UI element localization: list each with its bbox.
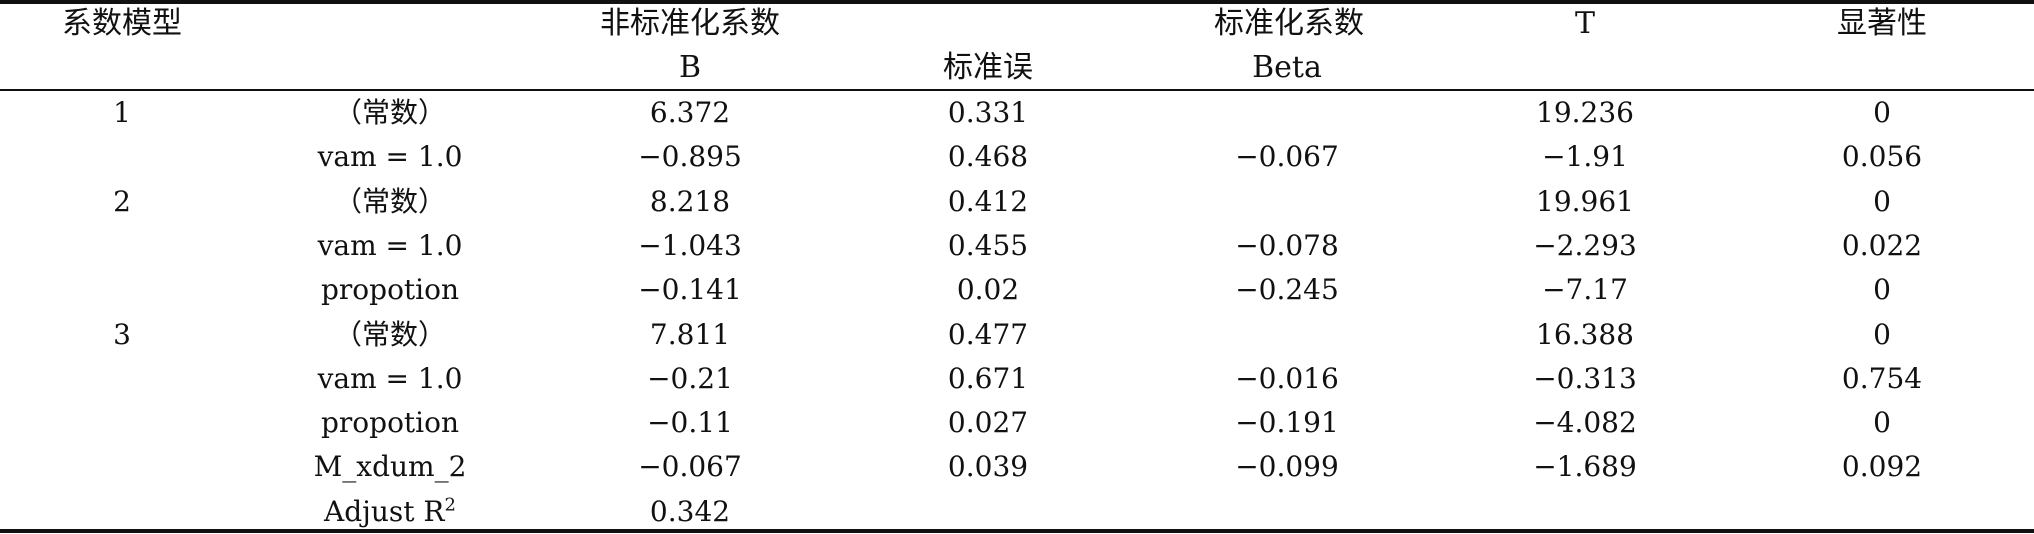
cell-b: −1.043 — [638, 229, 742, 262]
cell-std-error: 0.039 — [947, 450, 1029, 483]
cell-beta: −0.191 — [1235, 406, 1339, 439]
cell-std-error: 0.468 — [947, 140, 1029, 173]
cell-variable: propotion — [320, 406, 460, 439]
cell-significance: 0 — [1873, 185, 1891, 218]
cell-variable: propotion — [320, 273, 460, 306]
cell-variable: vam = 1.0 — [317, 362, 463, 395]
bottom-rule — [0, 529, 2034, 533]
cell-significance: 0 — [1873, 273, 1891, 306]
cell-variable: （常数） — [333, 185, 447, 218]
header-t: T — [1574, 6, 1596, 41]
cell-b: 7.811 — [649, 318, 731, 351]
cell-std-error: 0.02 — [956, 273, 1020, 306]
header-model: 系数模型 — [62, 6, 182, 41]
header-rule — [0, 89, 2034, 91]
cell-model: 2 — [113, 185, 131, 218]
cell-variable: M_xdum_2 — [313, 450, 467, 483]
cell-significance: 0.022 — [1841, 229, 1923, 262]
cell-std-error: 0.027 — [947, 406, 1029, 439]
cell-beta: −0.245 — [1235, 273, 1339, 306]
header-b: B — [678, 50, 702, 85]
adjust-r2-superscript: 2 — [444, 494, 456, 516]
adjust-r2-label: Adjust R2 — [324, 492, 456, 532]
cell-model: 3 — [113, 318, 131, 351]
cell-beta: −0.067 — [1235, 140, 1339, 173]
cell-t: 16.388 — [1536, 318, 1634, 351]
cell-b: −0.141 — [638, 273, 742, 306]
cell-beta: −0.099 — [1235, 450, 1339, 483]
header-standardized: 标准化系数 — [1214, 6, 1364, 41]
top-rule — [0, 0, 2034, 4]
cell-variable: （常数） — [333, 318, 447, 351]
cell-model: 1 — [113, 96, 131, 129]
header-beta: Beta — [1252, 50, 1322, 85]
header-unstandardized: 非标准化系数 — [600, 6, 780, 41]
cell-b: −0.895 — [638, 140, 742, 173]
cell-t: −1.91 — [1542, 140, 1628, 173]
cell-t: −7.17 — [1542, 273, 1628, 306]
cell-beta: −0.016 — [1235, 362, 1339, 395]
cell-beta: −0.078 — [1235, 229, 1339, 262]
cell-std-error: 0.671 — [947, 362, 1029, 395]
adjust-r2-text: Adjust R — [324, 495, 445, 528]
cell-t: 19.961 — [1536, 185, 1634, 218]
header-significance: 显著性 — [1837, 6, 1927, 41]
cell-significance: 0.754 — [1841, 362, 1923, 395]
cell-b: −0.21 — [647, 362, 733, 395]
cell-significance: 0 — [1873, 406, 1891, 439]
cell-t: −2.293 — [1533, 229, 1637, 262]
cell-b: −0.067 — [638, 450, 742, 483]
cell-variable: vam = 1.0 — [317, 229, 463, 262]
cell-significance: 0.056 — [1841, 140, 1923, 173]
cell-std-error: 0.477 — [947, 318, 1029, 351]
cell-b: −0.11 — [647, 406, 733, 439]
cell-variable: vam = 1.0 — [317, 140, 463, 173]
cell-t: −0.313 — [1533, 362, 1637, 395]
cell-significance: 0 — [1873, 96, 1891, 129]
cell-variable: （常数） — [333, 96, 447, 129]
cell-b: 6.372 — [649, 96, 731, 129]
header-std-error: 标准误 — [943, 50, 1033, 85]
cell-t: 19.236 — [1536, 96, 1634, 129]
cell-std-error: 0.412 — [947, 185, 1029, 218]
cell-t: −4.082 — [1533, 406, 1637, 439]
cell-std-error: 0.455 — [947, 229, 1029, 262]
cell-significance: 0 — [1873, 318, 1891, 351]
adjust-r2-value: 0.342 — [649, 495, 731, 528]
cell-b: 8.218 — [649, 185, 731, 218]
cell-significance: 0.092 — [1841, 450, 1923, 483]
cell-std-error: 0.331 — [947, 96, 1029, 129]
cell-t: −1.689 — [1533, 450, 1637, 483]
